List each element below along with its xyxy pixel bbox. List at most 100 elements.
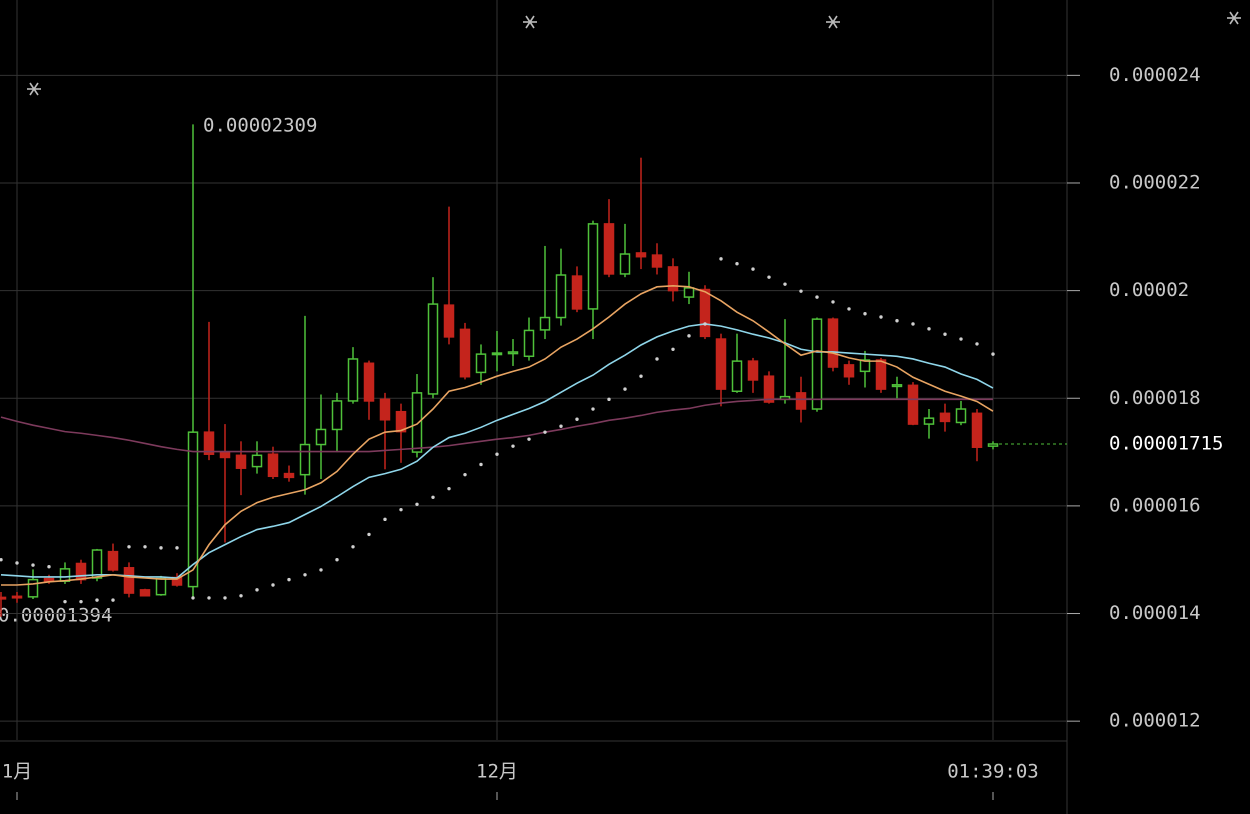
- y-tick-label: 0.000012: [1109, 710, 1201, 732]
- low-annotation: 0.00001394: [0, 605, 112, 627]
- candle-body: [219, 451, 231, 459]
- sar-dot: [783, 282, 787, 286]
- candle-body: [235, 454, 247, 469]
- y-tick-label: 0.000014: [1109, 602, 1201, 624]
- candle-body: [923, 417, 935, 425]
- sar-dot: [223, 596, 227, 600]
- candle-body: [91, 549, 103, 579]
- candle-body: [11, 595, 23, 599]
- candle-body: [747, 360, 759, 381]
- candle-body: [139, 589, 151, 597]
- candle-body: [763, 375, 775, 403]
- sar-dot: [639, 374, 643, 378]
- sar-dot: [15, 561, 19, 565]
- moving-average: [0, 398, 993, 453]
- sar-dot: [143, 545, 147, 549]
- sar-dot: [383, 517, 387, 522]
- sar-dot: [943, 332, 947, 336]
- sar-dot: [815, 295, 819, 299]
- candle-body: [267, 453, 279, 478]
- sar-dot: [831, 300, 835, 304]
- candle-body: [539, 316, 551, 331]
- sar-dot: [0, 558, 3, 562]
- sar-dot: [239, 594, 243, 598]
- candle-body: [987, 443, 999, 447]
- sar-dot: [351, 545, 355, 549]
- sar-dot: [191, 596, 195, 600]
- candle-body: [107, 550, 119, 571]
- candle-body: [363, 362, 375, 402]
- sar-dot: [767, 275, 771, 279]
- candle-body: [587, 223, 599, 310]
- marker: [826, 15, 840, 29]
- candle-body: [251, 454, 263, 468]
- candle-body: [123, 567, 135, 594]
- candle-body: [459, 328, 471, 378]
- sar-dot: [527, 437, 531, 441]
- sar-dot: [511, 444, 515, 448]
- candle-body: [875, 359, 887, 390]
- candle-body: [411, 392, 423, 453]
- sar-dot: [319, 568, 323, 572]
- sar-dot: [255, 588, 259, 592]
- y-tick-label: 0.000024: [1109, 64, 1201, 86]
- sar-dot: [431, 495, 435, 499]
- sar-dot: [287, 577, 291, 582]
- sar-dot: [479, 462, 483, 467]
- x-tick-label: 1月: [2, 761, 32, 783]
- sar-dot: [607, 397, 611, 402]
- sar-dot: [303, 573, 307, 577]
- sar-dot: [335, 558, 339, 562]
- candle-body: [939, 412, 951, 423]
- sar-dot: [159, 546, 163, 550]
- marker: [1227, 11, 1241, 25]
- candle-body: [907, 384, 919, 425]
- candle-body: [795, 392, 807, 410]
- sar-dot: [703, 322, 707, 326]
- y-tick-label: 0.000022: [1109, 171, 1201, 193]
- candle-body: [731, 360, 743, 393]
- candle-body: [859, 359, 871, 373]
- candle-body: [443, 304, 455, 338]
- sar-dot: [623, 387, 627, 391]
- sar-dot: [447, 486, 451, 491]
- candle-body: [651, 254, 663, 268]
- sar-dot: [63, 599, 67, 604]
- sar-dot: [559, 424, 563, 428]
- sar-dot: [671, 347, 675, 351]
- marker: [523, 15, 537, 29]
- candle-body: [155, 577, 167, 596]
- candle-body: [827, 318, 839, 368]
- candle-body: [891, 384, 903, 388]
- y-tick-label: 0.00002: [1109, 279, 1189, 301]
- candle-body: [507, 351, 519, 355]
- sar-dot: [79, 599, 83, 604]
- y-tick-label: 0.000018: [1109, 387, 1201, 409]
- sar-dot: [127, 545, 131, 549]
- sar-dot: [687, 334, 691, 338]
- sar-dot: [591, 407, 595, 411]
- candle-body: [491, 352, 503, 356]
- candle-body: [75, 562, 87, 581]
- moving-average: [1, 284, 994, 586]
- sar-dot: [463, 472, 467, 477]
- candle-body: [555, 274, 567, 319]
- candle-body: [315, 428, 327, 446]
- sar-dot: [895, 319, 899, 323]
- candle-body: [811, 318, 823, 410]
- candle-body: [683, 287, 695, 298]
- y-tick-label: 0.000016: [1109, 494, 1201, 516]
- candle-body: [619, 253, 631, 275]
- high-annotation: 0.00002309: [203, 115, 317, 137]
- sar-dot: [719, 257, 723, 261]
- sar-dot: [367, 532, 371, 537]
- sar-dot: [271, 583, 275, 587]
- candle-body: [523, 329, 535, 358]
- sar-dot: [735, 262, 739, 266]
- sar-dot: [95, 598, 99, 602]
- candle-body: [635, 252, 647, 258]
- sar-dot: [543, 430, 547, 434]
- candle-body: [299, 443, 311, 476]
- candle-body: [379, 398, 391, 421]
